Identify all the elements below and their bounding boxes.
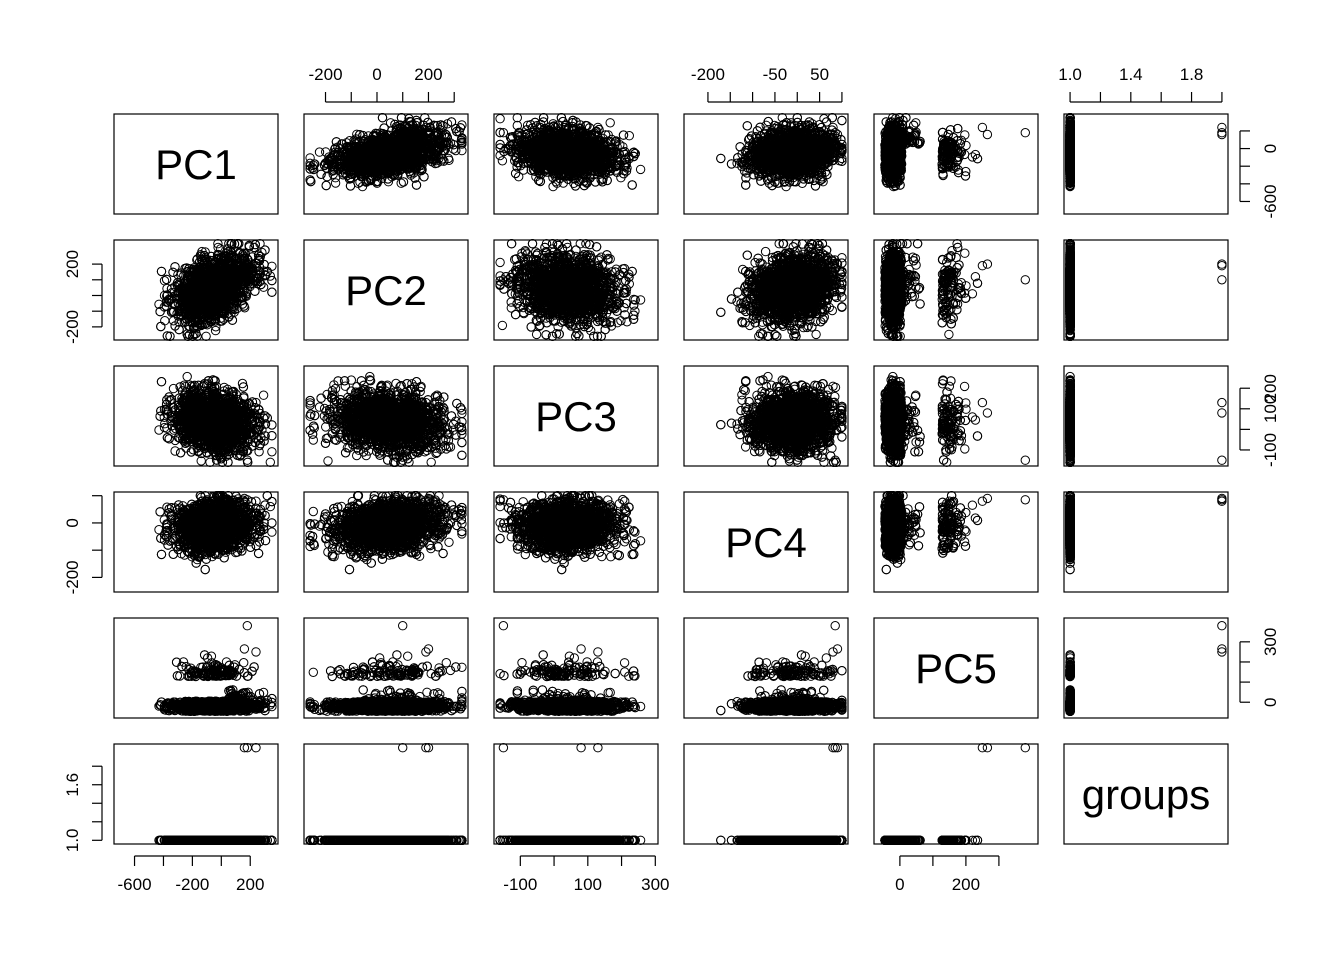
point-PC1-vs-PC2-466 <box>421 114 429 122</box>
point-PC1-vs-PC2-1473 <box>458 146 466 154</box>
point-PC1-vs-PC2-1651 <box>399 178 407 186</box>
variable-label-PC1: PC1 <box>155 141 237 188</box>
